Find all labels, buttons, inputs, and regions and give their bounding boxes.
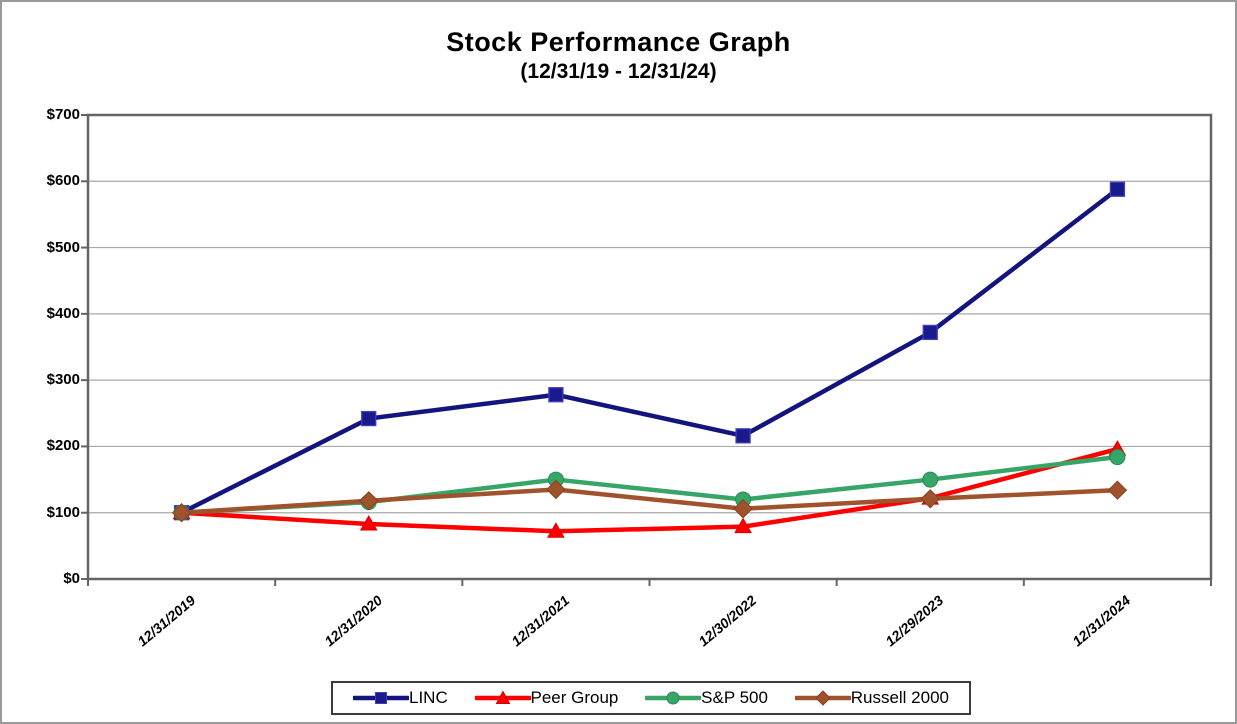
title-block: Stock Performance Graph (12/31/19 - 12/3… (2, 27, 1235, 83)
y-axis-label: $600 (46, 172, 80, 190)
marker-diamond (546, 479, 566, 500)
legend-label-peer-group: Peer Group (530, 688, 619, 707)
marker-circle (922, 471, 939, 488)
marker-triangle (734, 517, 752, 534)
y-axis-label: $0 (63, 570, 80, 587)
series-line (179, 446, 1120, 534)
marker-square (361, 410, 377, 427)
legend-item-russell-2000: Russell 2000 (794, 688, 949, 708)
marker-triangle (547, 522, 565, 538)
legend-label-linc: LINC (409, 688, 448, 707)
marker-triangle (359, 514, 378, 531)
chart-subtitle: (12/31/19 - 12/31/24) (520, 59, 717, 83)
marker-square (922, 324, 938, 341)
marker-square (548, 387, 564, 403)
legend-swatch-diamond-icon (794, 690, 851, 706)
legend-label-russell-2000: Russell 2000 (850, 688, 949, 707)
y-axis-label: $700 (46, 106, 80, 123)
legend-item-s-p-500: S&P 500 (645, 688, 768, 708)
marker-square (735, 428, 751, 444)
y-axis-label: $500 (46, 238, 80, 256)
y-axis-label: $400 (46, 304, 80, 322)
y-axis-label: $300 (46, 371, 80, 389)
marker-square (1109, 181, 1126, 197)
marker-diamond (359, 491, 379, 511)
y-axis-label: $200 (46, 437, 80, 455)
legend-item-linc: LINC (353, 688, 448, 708)
marker-circle (1109, 449, 1126, 466)
chart-title: Stock Performance Graph (446, 27, 791, 57)
marker-diamond (171, 503, 192, 523)
marker-diamond (920, 489, 940, 509)
y-axis-label: $100 (46, 503, 80, 521)
series-line (179, 186, 1120, 515)
legend-swatch-circle-icon (645, 691, 702, 705)
legend-swatch-square-icon (353, 692, 409, 704)
marker-diamond (1107, 480, 1128, 500)
legend: LINC Peer Group S&P 500 Russell 2000 (331, 681, 971, 715)
legend-item-peer-group: Peer Group (474, 688, 619, 708)
legend-swatch-triangle-icon (474, 690, 531, 704)
marker-diamond (733, 499, 753, 519)
series-line (179, 487, 1120, 515)
legend-label-s-p-500: S&P 500 (701, 688, 768, 707)
